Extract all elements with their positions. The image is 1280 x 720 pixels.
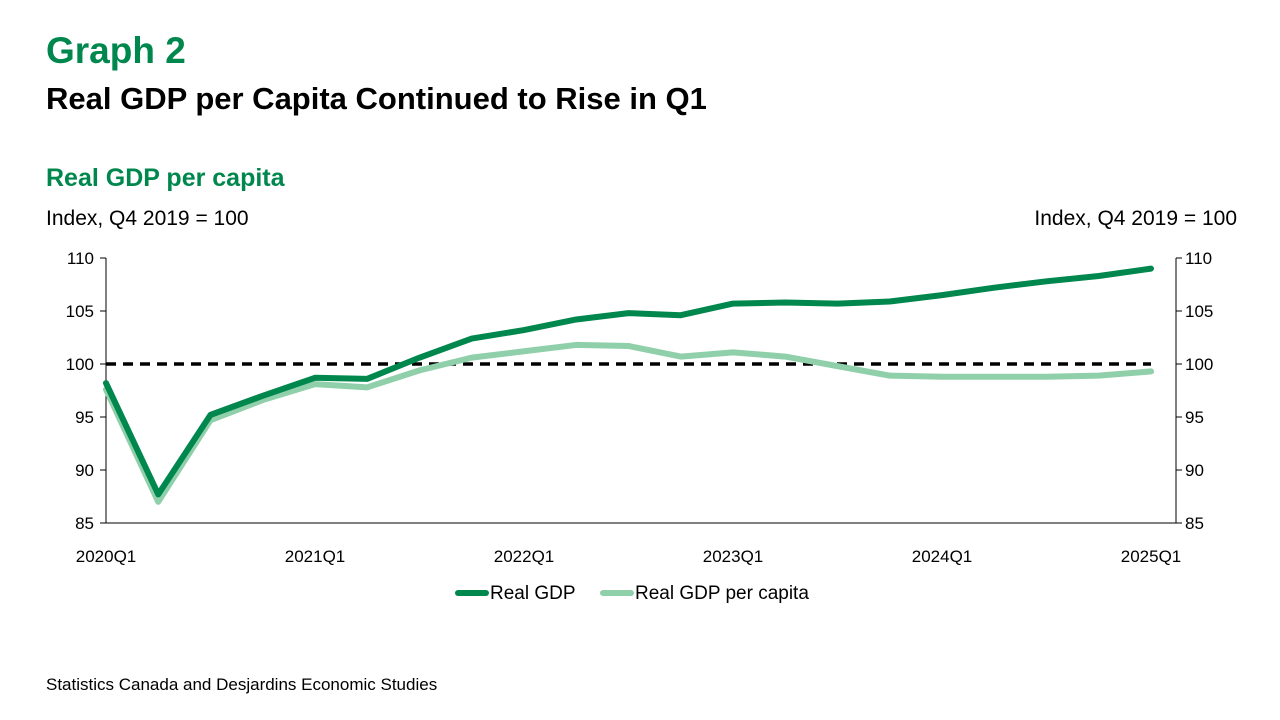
y-tick-label-left-90: 90 — [75, 461, 94, 480]
y-tick-label-right-100: 100 — [1185, 355, 1213, 374]
source-note: Statistics Canada and Desjardins Economi… — [46, 675, 438, 694]
y-tick-label-left-85: 85 — [75, 514, 94, 533]
chart-title: Real GDP per capita — [46, 164, 285, 192]
x-tick-label-2020Q1: 2020Q1 — [76, 547, 137, 566]
x-tick-label-2023Q1: 2023Q1 — [703, 547, 764, 566]
y-tick-label-left-110: 110 — [67, 249, 94, 268]
legend-label-real-gdp-per-capita: Real GDP per capita — [635, 583, 809, 604]
legend-label-real-gdp: Real GDP — [490, 583, 576, 604]
y-tick-label-right-105: 105 — [1185, 302, 1213, 321]
left-axis-unit-label: Index, Q4 2019 = 100 — [46, 207, 249, 230]
graph-number-label: Graph 2 — [46, 30, 186, 71]
x-tick-label-2022Q1: 2022Q1 — [494, 547, 555, 566]
y-tick-label-right-85: 85 — [1185, 514, 1204, 533]
y-tick-label-right-110: 110 — [1185, 249, 1212, 268]
series-line-real-gdp — [103, 265, 1154, 498]
y-tick-label-left-100: 100 — [66, 355, 94, 374]
y-tick-label-left-95: 95 — [75, 408, 94, 427]
y-tick-label-right-95: 95 — [1185, 408, 1204, 427]
y-tick-label-left-105: 105 — [66, 302, 94, 321]
series-line-real-gdp-per-capita — [103, 341, 1154, 505]
right-axis-unit-label: Index, Q4 2019 = 100 — [1034, 207, 1237, 230]
x-tick-label-2021Q1: 2021Q1 — [285, 547, 346, 566]
page-title: Real GDP per Capita Continued to Rise in… — [46, 81, 707, 116]
x-tick-label-2024Q1: 2024Q1 — [912, 547, 973, 566]
y-tick-label-right-90: 90 — [1185, 461, 1204, 480]
x-tick-label-2025Q1: 2025Q1 — [1121, 547, 1182, 566]
